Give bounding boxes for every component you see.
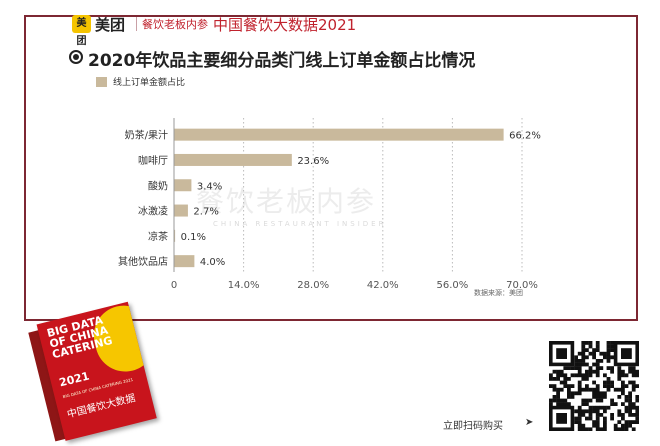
data-label: 23.6% — [297, 156, 329, 167]
bar — [174, 153, 292, 166]
buy-now-link[interactable]: 立即扫码购买 — [443, 421, 503, 432]
chart-card — [24, 15, 638, 321]
data-source: 数据来源：美团 — [474, 289, 523, 297]
watermark-subtext: CHINA RESTAURANT INSIDER — [213, 220, 387, 228]
book-year: 2021 — [57, 369, 91, 390]
category-label: 咖啡厅 — [138, 155, 168, 167]
bar — [174, 128, 504, 141]
x-tick-label: 0 — [171, 280, 177, 291]
legend-swatch — [96, 77, 107, 87]
chart-title: 2020年饮品主要细分品类门线上订单金额占比情况 — [88, 51, 476, 71]
category-label: 冰激凌 — [138, 205, 168, 218]
data-label: 3.4% — [197, 181, 222, 192]
data-label: 0.1% — [181, 232, 206, 243]
data-label: 2.7% — [193, 207, 218, 218]
x-tick-label: 14.0% — [228, 280, 260, 291]
watermark-text: 餐饮老板内参 — [196, 185, 377, 218]
legend-label: 线上订单金额占比 — [113, 78, 186, 88]
category-label: 其他饮品店 — [118, 255, 168, 268]
meituan-logo-text: 美团 — [95, 16, 126, 34]
header-separator — [136, 17, 137, 31]
category-label: 奶茶/果汁 — [125, 129, 168, 142]
restaurant-insider-logo: 餐饮老板内参 — [142, 18, 208, 31]
category-label: 凉茶 — [148, 230, 168, 243]
target-bullet-icon — [69, 50, 83, 64]
bar — [174, 255, 195, 268]
report-title: 中国餐饮大数据2021 — [213, 16, 357, 34]
x-tick-label: 28.0% — [297, 280, 329, 291]
arrow-right-icon: ➤ — [525, 417, 534, 428]
data-label: 66.2% — [509, 131, 541, 142]
bar — [174, 229, 176, 242]
bar — [174, 179, 192, 192]
meituan-logo-mark: 美团 — [72, 15, 91, 47]
qr-code[interactable] — [549, 341, 639, 431]
category-label: 酸奶 — [148, 179, 168, 192]
bar — [174, 204, 188, 217]
x-tick-label: 70.0% — [506, 280, 538, 291]
data-label: 4.0% — [200, 257, 225, 268]
x-tick-label: 56.0% — [437, 280, 469, 291]
x-tick-label: 42.0% — [367, 280, 399, 291]
